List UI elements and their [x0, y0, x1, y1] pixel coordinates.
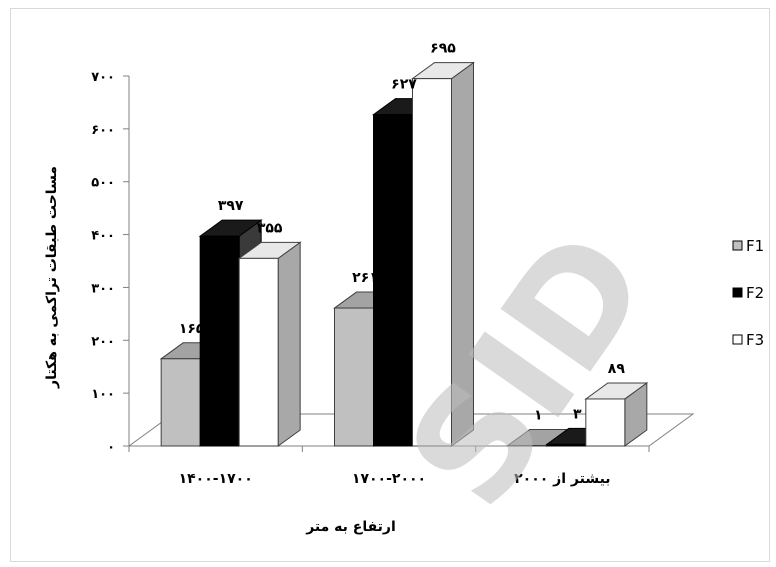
data-label: ۳۹۷ [218, 198, 244, 214]
data-label: ۲۶۱ [352, 270, 378, 286]
data-label: ۱ [534, 407, 543, 423]
data-label: ۱۶۵ [179, 321, 205, 337]
x-axis-title: ارتفاع به متر [305, 519, 396, 535]
y-tick-label: ۲۰۰ [91, 334, 115, 349]
data-label: ۶۲۷ [391, 77, 417, 93]
bar [199, 235, 240, 447]
y-tick-label: ۱۰۰ [91, 387, 115, 402]
y-tick-label: ۰ [107, 440, 115, 455]
x-category-label: ۱۴۰۰-۱۷۰۰ [179, 471, 253, 487]
data-label: ۳۵۵ [257, 220, 283, 236]
legend-swatch [732, 287, 743, 298]
y-tick-label: ۷۰۰ [91, 70, 115, 85]
bar [334, 307, 374, 447]
bar [160, 358, 201, 447]
y-tick-label: ۳۰۰ [91, 281, 115, 296]
bar [238, 257, 279, 447]
data-label: ۳ [573, 406, 582, 422]
bar [412, 78, 452, 447]
legend-swatch [732, 334, 743, 345]
data-label: ۸۹ [608, 361, 626, 377]
bar [585, 398, 626, 447]
bars [159, 61, 649, 447]
legend: F1 F2 F3 [732, 237, 764, 349]
legend-label: F3 [746, 331, 764, 349]
y-tick-label: ۵۰۰ [91, 176, 115, 191]
legend-swatch [732, 240, 743, 251]
bar-side [277, 241, 301, 447]
legend-label: F2 [746, 284, 764, 302]
bar-chart: ۰ ۱۰۰ ۲۰۰ ۳۰۰ ۴۰۰ ۵۰۰ ۶۰۰ ۷۰۰ ۱۴۰۰-۱۷۰۰ ۱۷۰۰-۲۰۰۰… [44, 41, 764, 538]
data-label: ۶۹۵ [430, 41, 456, 57]
chart-frame: ۰ ۱۰۰ ۲۰۰ ۳۰۰ ۴۰۰ ۵۰۰ ۶۰۰ ۷۰۰ ۱۴۰۰-۱۷۰۰ ۱۷۰۰-۲۰۰۰… [10, 8, 770, 562]
data-labels: ۱۶۵ ۳۹۷ ۳۵۵ ۲۶۱ ۶۲۷ ۶۹۵ ۱ ۳ ۸۹ [179, 41, 625, 424]
x-category-label: بیشتر از ۲۰۰۰ [514, 471, 610, 487]
y-tick-label: ۶۰۰ [91, 123, 115, 138]
bar [373, 114, 413, 447]
y-tick-label: ۴۰۰ [91, 229, 115, 244]
legend-label: F1 [746, 237, 764, 255]
y-axis-title: مساحت طبقات تراکمی به هکتار [44, 166, 60, 389]
x-category-label: ۱۷۰۰-۲۰۰۰ [352, 471, 426, 487]
